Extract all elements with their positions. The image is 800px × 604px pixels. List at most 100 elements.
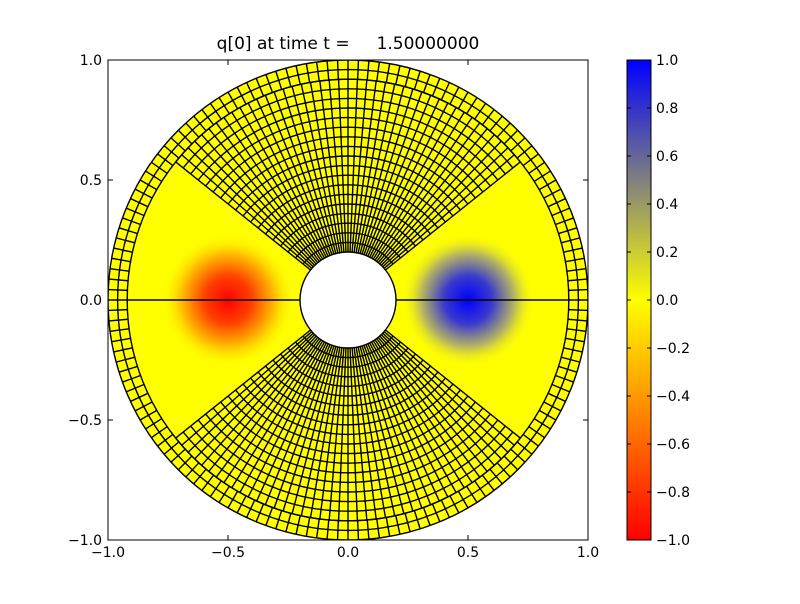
mesh-spoke bbox=[566, 267, 587, 272]
mesh-spoke bbox=[337, 347, 347, 521]
mesh-spoke bbox=[291, 346, 337, 514]
mesh-spoke bbox=[357, 346, 396, 516]
mesh-spoke bbox=[374, 116, 473, 261]
mesh-spoke bbox=[372, 340, 465, 489]
mesh-spoke bbox=[474, 480, 487, 497]
inner-hole bbox=[299, 251, 397, 349]
mesh-spoke bbox=[175, 329, 311, 439]
mesh-spoke bbox=[239, 341, 326, 493]
mesh-spoke bbox=[227, 490, 239, 509]
mesh-spoke bbox=[115, 237, 135, 244]
mesh-spoke bbox=[385, 517, 391, 537]
mesh-spoke bbox=[457, 490, 469, 509]
mesh-spoke bbox=[457, 91, 469, 110]
mesh-spoke bbox=[300, 84, 339, 254]
mesh-spoke bbox=[315, 518, 320, 539]
mesh-spoke bbox=[151, 161, 168, 174]
mesh-spoke bbox=[151, 426, 168, 439]
mesh-spoke bbox=[145, 418, 163, 430]
mesh-spoke bbox=[349, 79, 359, 253]
mesh-spoke bbox=[449, 86, 460, 105]
mesh-spoke bbox=[404, 513, 411, 533]
mesh-spoke bbox=[163, 145, 180, 159]
mesh-spoke bbox=[565, 337, 585, 343]
mesh-spoke bbox=[481, 109, 495, 126]
mesh-spoke bbox=[108, 278, 129, 282]
mesh-spoke bbox=[449, 495, 460, 514]
mesh-spoke bbox=[561, 356, 581, 363]
mesh-spoke bbox=[328, 79, 345, 253]
mesh-spoke bbox=[516, 441, 533, 455]
mesh-spoke bbox=[255, 503, 265, 522]
mesh-spoke bbox=[395, 65, 401, 85]
mesh-spoke bbox=[108, 308, 128, 312]
mesh-spoke bbox=[376, 338, 481, 478]
mesh-spoke bbox=[319, 347, 343, 520]
mesh-spoke bbox=[413, 70, 421, 90]
mesh-spoke bbox=[328, 347, 345, 521]
mesh-spoke bbox=[466, 97, 478, 115]
mesh-spoke bbox=[563, 247, 583, 253]
mesh-spoke bbox=[218, 97, 230, 115]
mesh-spoke bbox=[568, 308, 588, 312]
mesh-spoke bbox=[558, 227, 578, 235]
mesh-spoke bbox=[566, 328, 587, 333]
mesh-spoke bbox=[431, 78, 441, 97]
mesh-spoke bbox=[422, 74, 431, 93]
mesh-spoke bbox=[245, 82, 256, 101]
mesh-spoke bbox=[215, 338, 320, 478]
mesh-spoke bbox=[130, 392, 149, 403]
mesh-spoke bbox=[256, 98, 329, 257]
mesh-spoke bbox=[366, 60, 370, 81]
colorbar-tick-label: 1.0 bbox=[656, 53, 678, 69]
mesh-spoke bbox=[209, 480, 222, 497]
mesh-spoke bbox=[309, 347, 341, 518]
mesh-spoke bbox=[201, 134, 317, 265]
mesh-spoke bbox=[134, 401, 153, 412]
mesh-spoke bbox=[440, 82, 451, 101]
mesh-spoke bbox=[422, 507, 431, 526]
mesh-spoke bbox=[522, 153, 539, 167]
mesh-spoke bbox=[481, 474, 495, 491]
mesh-spoke bbox=[193, 115, 207, 132]
colorbar-tick-label: −1.0 bbox=[656, 533, 690, 549]
mesh-spoke bbox=[208, 128, 319, 264]
mesh-spoke bbox=[361, 88, 414, 255]
mesh-spoke bbox=[336, 520, 340, 540]
mesh-spoke bbox=[357, 84, 396, 254]
mesh-spoke bbox=[264, 94, 331, 256]
plot-area bbox=[108, 60, 588, 540]
mesh-spoke bbox=[305, 517, 311, 537]
mesh-spoke bbox=[538, 179, 557, 191]
colorbar-tick-label: 0.2 bbox=[656, 245, 678, 261]
mesh-spoke bbox=[565, 257, 585, 263]
mesh-spoke bbox=[193, 468, 207, 485]
mesh-spoke bbox=[356, 60, 360, 80]
mesh-spoke bbox=[273, 345, 333, 509]
mesh-spoke bbox=[201, 335, 317, 466]
mesh-spoke bbox=[275, 510, 283, 530]
x-tick-label: −1.0 bbox=[91, 545, 125, 561]
y-tick-label: 0.0 bbox=[80, 293, 102, 309]
mesh-spoke bbox=[275, 70, 283, 90]
mesh-spoke bbox=[181, 331, 313, 446]
mesh-spoke bbox=[319, 80, 343, 253]
mesh-spoke bbox=[177, 455, 193, 471]
mesh-spoke bbox=[300, 346, 339, 516]
mesh-spoke bbox=[413, 510, 421, 530]
mesh-spoke bbox=[547, 197, 566, 208]
mesh-spoke bbox=[377, 128, 488, 264]
x-tick-label: 0.0 bbox=[337, 545, 359, 561]
mesh-spoke bbox=[379, 134, 495, 265]
mesh-spoke bbox=[510, 448, 526, 463]
mesh-spoke bbox=[376, 61, 381, 82]
mesh-spoke bbox=[365, 344, 432, 506]
mesh-spoke bbox=[282, 345, 335, 512]
mesh-spoke bbox=[382, 332, 509, 453]
mesh-spoke bbox=[367, 343, 440, 502]
mesh-spoke bbox=[139, 179, 158, 191]
mesh-spoke bbox=[157, 153, 174, 167]
mesh-spoke bbox=[385, 63, 391, 83]
mesh-spoke bbox=[111, 337, 131, 343]
mesh-spoke bbox=[503, 129, 519, 145]
